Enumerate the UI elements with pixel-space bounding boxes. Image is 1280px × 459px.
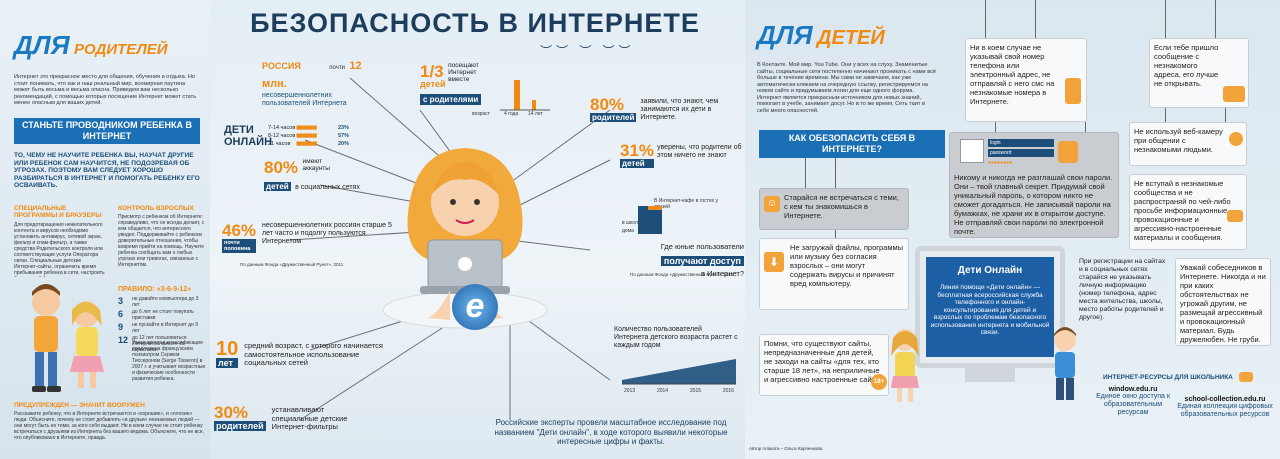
growth-text: Количество пользователей Интернета детск…: [614, 326, 738, 349]
conclusion-text: Российские эксперты провели масштабное и…: [494, 418, 728, 446]
access-question: Где юные пользователи получают доступ в …: [660, 242, 744, 278]
year-label: 2016: [722, 388, 734, 394]
kids-31-stat: 31% детей уверены, что родители об этом …: [620, 141, 742, 168]
monitor-stand: [965, 368, 1015, 382]
year-label: 2015: [689, 388, 702, 394]
user-avatar-icon: [960, 139, 984, 163]
tip-meet-box: Старайся не встречаться с теми, с кем ты…: [759, 188, 909, 230]
growth-years: 2013 2014 2015 2016: [624, 388, 734, 394]
resources-title: ИНТЕРНЕТ-РЕСУРСЫ ДЛЯ ШКОЛЬНИКА: [1103, 374, 1233, 381]
age-10-stat: 10 лет средний возраст, с которого начин…: [216, 338, 383, 368]
age-bar: [514, 80, 520, 110]
tip-sites-box: Помни, что существуют сайты, непредназна…: [759, 334, 889, 396]
password-field: password: [988, 149, 1054, 157]
kids-accounts-stat: 80% имеют аккаунты детей в социальных се…: [264, 158, 360, 191]
kids-title: ДЛЯ ДЕТЕЙ: [757, 20, 885, 50]
age-bar: [532, 100, 536, 110]
book-icon: [1239, 372, 1253, 382]
helpline-title: Дети Онлайн: [957, 265, 1023, 276]
resource-item[interactable]: window.edu.ru Единое окно доступа к обра…: [1093, 386, 1173, 417]
parents-80-stat: 80% родителей заявили, что знают, чем за…: [590, 95, 719, 122]
protect-question: КАК ОБЕЗОПАСИТЬ СЕБЯ В ИНТЕРНЕТЕ?: [759, 130, 945, 158]
rule-list: 3 не давайте компьютера до 3 лет 6 до 6 …: [118, 296, 206, 354]
main-title: БЕЗОПАСНОСТЬ В ИНТЕРНЕТЕ: [250, 8, 700, 38]
phone-icon: [1065, 78, 1081, 104]
source-note: По данным Фонда «Дружественный Рунет», 2…: [240, 262, 344, 267]
year-label: 2013: [624, 388, 636, 394]
rule-item: 6 до 6 лет не стоит покупать приставки: [118, 309, 194, 321]
lock-icon: [1058, 141, 1078, 163]
rule-item: 3 не давайте компьютера до 3 лет: [118, 296, 199, 308]
control-text: Присмотр с ребенком об Интернете: справе…: [118, 214, 205, 268]
kids-panel: ДЛЯ ДЕТЕЙ В Контакте. Мой мир. You Tube.…: [745, 0, 1280, 459]
rule-item: 9 не пускайте в Интернет до 9 лет: [118, 322, 198, 334]
author-credit: Автор плаката – Ольга Карпенкова: [749, 446, 823, 451]
monitor-icon: Дети Онлайн Линия помощи «Дети онлайн» —…: [915, 246, 1065, 368]
kids-intro: В Контакте. Мой мир. You Tube. Они у все…: [757, 62, 937, 114]
resource-link[interactable]: school-collection.edu.ru: [1184, 396, 1266, 403]
control-title: КОНТРОЛЬ ВЗРОСЛЫХ: [118, 205, 194, 212]
third-stat: 1/3 посещают Интернет вместе детей с род…: [420, 62, 496, 107]
growth-chart: [622, 359, 736, 385]
axis-label: 14 лет: [528, 111, 543, 117]
resource-link[interactable]: window.edu.ru: [1108, 386, 1158, 393]
axis-label: 4 года: [504, 111, 519, 117]
online-row: 21 часов ▮▮▮▮▮▮▮▮▮▮ 20%: [268, 141, 350, 147]
forewarned-text: Расскажите ребенку, что в Интернете встр…: [14, 411, 204, 441]
parents-intro: Интернет это прекрасное место для общени…: [14, 74, 197, 107]
parents-title: ДЛЯ РОДИТЕЛЕЙ: [14, 30, 168, 61]
parents-30-stat: 30% родителей устанавливают специальные …: [214, 403, 348, 431]
envelope-icon: [1223, 86, 1245, 102]
resource-item[interactable]: school-collection.edu.ru Единая коллекци…: [1175, 396, 1275, 419]
tip-register-text: При регистрации на сайтах и в социальных…: [1079, 258, 1166, 321]
age-bar-chart: [500, 80, 550, 111]
half-46-stat: 46% почти половина несовершеннолетних ро…: [222, 221, 392, 253]
rule-note: Такая простая классификация предложена ф…: [132, 340, 206, 382]
rule-title: ПРАВИЛО: «3-6-9-12»: [118, 286, 192, 293]
download-icon: ⬇: [764, 252, 784, 272]
online-row: 7-14 часов ▮▮▮▮▮▮▮▮▮▮ 23%: [268, 125, 350, 131]
online-row: 8-12 часов ▮▮▮▮▮▮▮▮▮▮ 57%: [268, 133, 350, 139]
password-mask: ●●●●●●●●: [988, 160, 1013, 166]
login-field: login: [988, 139, 1054, 147]
tip-password-box: login password ●●●●●●●● Никому и никогда…: [949, 132, 1119, 238]
rule-item: 12 до 12 лет пользоваться Интернетом вме…: [118, 335, 187, 353]
growth-area: [622, 359, 736, 384]
title-prefix: ДЛЯ: [14, 30, 70, 60]
guide-banner: СТАНЬТЕ ПРОВОДНИКОМ РЕБЕНКА В ИНТЕРНЕТ: [14, 118, 200, 144]
parents-panel: ДЛЯ РОДИТЕЛЕЙ Интернет это прекрасное ме…: [0, 0, 211, 459]
source-note: По данным Фонда «Дружественный Рунет», 2…: [630, 272, 734, 277]
forewarned-title: ПРЕДУПРЕЖДЕН — ЗНАЧИТ ВООРУЖЕН: [14, 402, 145, 409]
message-icon: [1227, 210, 1243, 222]
year-label: 2014: [656, 388, 669, 394]
person-icon: ☺: [764, 196, 780, 212]
boy-illustration-icon: [1045, 326, 1085, 406]
tip-download-box: Не загружай файлы, программы или музыку …: [759, 238, 909, 310]
access-place-chart: В Интернет-кафе в гостях у друзей в школ…: [622, 198, 718, 234]
axis-label: возраст: [472, 111, 490, 117]
browser-logo-icon: e: [452, 284, 498, 330]
girl-laptop-illustration-icon: [380, 140, 550, 340]
tip-respect-box: Уважай собеседников в Интернете. Никогда…: [1175, 258, 1271, 346]
parents-warning: ТО, ЧЕМУ НЕ НАУЧИТЕ РЕБЕНКА ВЫ, НАУЧАТ Д…: [14, 152, 200, 190]
girl-illustration-icon: [885, 326, 925, 406]
children-illustration-icon: [20, 282, 114, 396]
programs-text: Для предотвращения нежелательного контен…: [14, 222, 105, 277]
age-limit-icon: 18+: [871, 374, 887, 390]
russia-stat: РОССИЯ почти 12 млн. несовершеннолетних …: [262, 60, 362, 107]
title-suffix: РОДИТЕЛЕЙ: [74, 41, 168, 58]
online-title: ДЕТИ ОНЛАЙН: [224, 124, 273, 148]
helpline-text: Линия помощи «Дети онлайн» — бесплатная …: [930, 284, 1050, 336]
statistics-panel: БЕЗОПАСНОСТЬ В ИНТЕРНЕТЕ ︶︶ ︶ ︶︶ РОССИЯ …: [210, 0, 745, 459]
online-rows: 7-14 часов ▮▮▮▮▮▮▮▮▮▮ 23% 8-12 часов ▮▮▮▮▮▮…: [268, 124, 358, 148]
webcam-icon: [1229, 132, 1243, 146]
birds-icon: ︶︶ ︶ ︶︶: [540, 44, 635, 58]
tip-webcam-box: Не используй веб-камеру при общении с не…: [1129, 122, 1247, 166]
programs-title: СПЕЦИАЛЬНЫЕ ПРОГРАММЫ И БРАУЗЕРЫ: [14, 205, 102, 219]
tip-email-box: Если тебе пришло сообщение с незнакомого…: [1149, 38, 1249, 108]
